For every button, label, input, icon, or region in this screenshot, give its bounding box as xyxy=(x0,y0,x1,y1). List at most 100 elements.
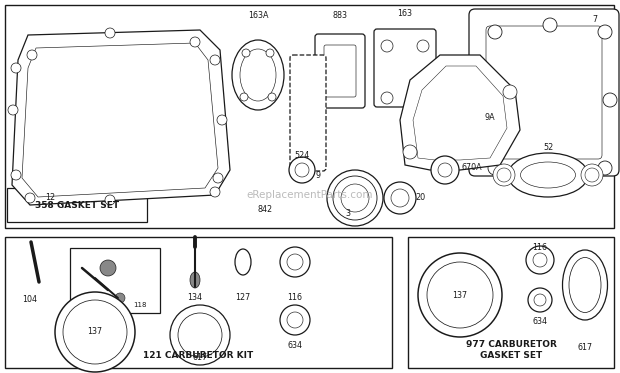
Bar xyxy=(5,237,392,368)
Circle shape xyxy=(27,50,37,60)
Text: 121 CARBURETOR KIT: 121 CARBURETOR KIT xyxy=(143,351,254,360)
Text: 116: 116 xyxy=(533,244,547,253)
Text: 163A: 163A xyxy=(248,12,268,21)
FancyBboxPatch shape xyxy=(486,26,602,159)
Text: 634: 634 xyxy=(288,341,303,350)
Circle shape xyxy=(210,187,220,197)
Circle shape xyxy=(327,170,383,226)
Bar xyxy=(7,188,147,222)
Circle shape xyxy=(488,161,502,175)
Ellipse shape xyxy=(235,249,251,275)
Ellipse shape xyxy=(562,250,608,320)
Text: 883: 883 xyxy=(332,12,347,21)
Text: 118: 118 xyxy=(133,302,147,308)
Circle shape xyxy=(598,25,612,39)
FancyBboxPatch shape xyxy=(315,34,365,108)
Ellipse shape xyxy=(232,40,284,110)
Circle shape xyxy=(8,105,18,115)
Circle shape xyxy=(528,288,552,312)
Circle shape xyxy=(603,93,617,107)
Circle shape xyxy=(266,49,274,57)
Circle shape xyxy=(115,293,125,303)
Circle shape xyxy=(100,260,116,276)
Circle shape xyxy=(585,168,599,182)
Circle shape xyxy=(213,173,223,183)
Circle shape xyxy=(11,170,21,180)
Circle shape xyxy=(427,262,493,328)
Circle shape xyxy=(287,312,303,328)
Circle shape xyxy=(63,300,127,364)
Text: 7: 7 xyxy=(593,16,598,25)
Circle shape xyxy=(289,157,315,183)
Circle shape xyxy=(190,37,200,47)
Circle shape xyxy=(105,195,115,205)
Circle shape xyxy=(598,161,612,175)
Circle shape xyxy=(333,176,377,220)
Text: 524: 524 xyxy=(294,150,309,160)
FancyBboxPatch shape xyxy=(469,9,619,176)
Circle shape xyxy=(417,92,429,104)
Circle shape xyxy=(543,165,557,179)
Ellipse shape xyxy=(508,153,588,197)
Circle shape xyxy=(417,40,429,52)
Circle shape xyxy=(543,18,557,32)
Ellipse shape xyxy=(240,49,276,101)
Ellipse shape xyxy=(493,164,515,186)
Text: 104: 104 xyxy=(22,295,37,304)
Text: 9A: 9A xyxy=(485,113,495,122)
Text: 358 GASKET SET: 358 GASKET SET xyxy=(35,201,119,210)
Circle shape xyxy=(391,189,409,207)
Text: 842: 842 xyxy=(257,206,273,214)
Ellipse shape xyxy=(569,257,601,313)
Polygon shape xyxy=(12,30,230,205)
Text: 116: 116 xyxy=(288,294,303,303)
Text: 163: 163 xyxy=(397,9,412,19)
FancyBboxPatch shape xyxy=(324,45,356,97)
Circle shape xyxy=(25,193,35,203)
Circle shape xyxy=(488,25,502,39)
Circle shape xyxy=(418,253,502,337)
Text: 634: 634 xyxy=(533,317,547,326)
Text: 137: 137 xyxy=(453,291,467,300)
Polygon shape xyxy=(413,66,507,160)
Circle shape xyxy=(341,184,369,212)
Circle shape xyxy=(170,305,230,365)
Text: 3: 3 xyxy=(345,209,350,217)
Bar xyxy=(408,237,614,368)
Ellipse shape xyxy=(521,162,575,188)
Circle shape xyxy=(534,294,546,306)
Polygon shape xyxy=(22,43,218,197)
Text: 52: 52 xyxy=(543,144,553,153)
Circle shape xyxy=(381,92,393,104)
Text: 20: 20 xyxy=(415,194,425,203)
Circle shape xyxy=(431,156,459,184)
Circle shape xyxy=(295,163,309,177)
Circle shape xyxy=(381,40,393,52)
Text: 977 CARBURETOR
GASKET SET: 977 CARBURETOR GASKET SET xyxy=(466,340,556,360)
FancyBboxPatch shape xyxy=(374,29,436,107)
Bar xyxy=(70,248,160,313)
Circle shape xyxy=(268,93,276,101)
Text: eReplacementParts.com: eReplacementParts.com xyxy=(247,190,373,200)
Ellipse shape xyxy=(581,164,603,186)
Circle shape xyxy=(11,63,21,73)
Circle shape xyxy=(280,305,310,335)
Text: 137: 137 xyxy=(87,327,102,336)
Text: 9: 9 xyxy=(316,170,321,179)
Circle shape xyxy=(287,254,303,270)
Circle shape xyxy=(403,145,417,159)
Circle shape xyxy=(210,55,220,65)
Circle shape xyxy=(280,247,310,277)
Circle shape xyxy=(533,253,547,267)
Circle shape xyxy=(526,246,554,274)
Text: 670A: 670A xyxy=(462,163,482,172)
Circle shape xyxy=(55,292,135,372)
Circle shape xyxy=(497,168,511,182)
Circle shape xyxy=(384,182,416,214)
Circle shape xyxy=(217,115,227,125)
Text: 127: 127 xyxy=(236,294,250,303)
Circle shape xyxy=(178,313,222,357)
Text: 617: 617 xyxy=(577,344,593,352)
Circle shape xyxy=(503,85,517,99)
Circle shape xyxy=(483,93,497,107)
